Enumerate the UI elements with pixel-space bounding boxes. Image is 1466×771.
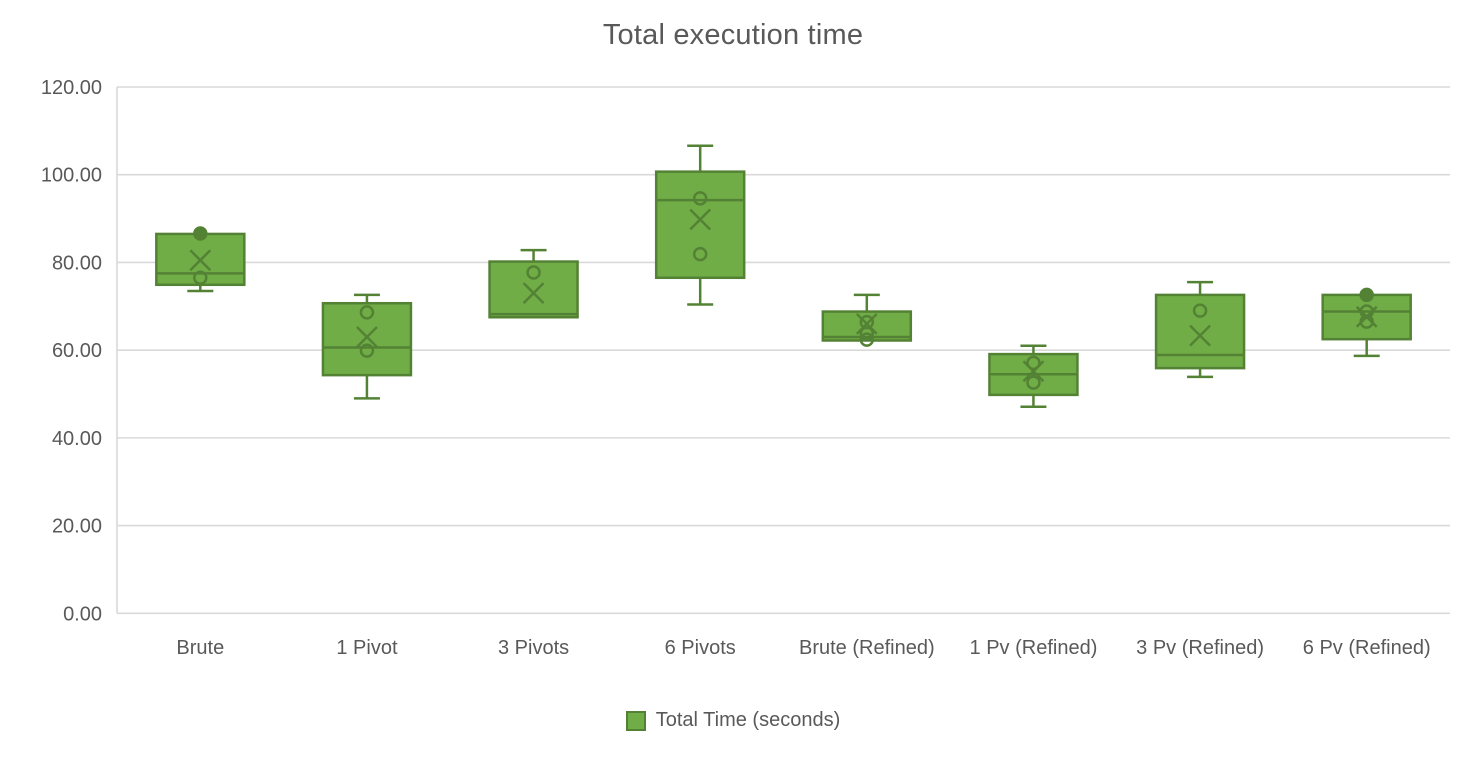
mean-marker bbox=[1189, 324, 1211, 347]
legend-color-swatch bbox=[625, 710, 646, 731]
data-point bbox=[692, 191, 708, 206]
data-point-filled bbox=[193, 226, 208, 241]
data-point bbox=[359, 343, 375, 358]
category-label: 6 Pv (Refined) bbox=[1303, 637, 1431, 659]
y-tick-label: 80.00 bbox=[52, 252, 102, 274]
y-tick-label: 120.00 bbox=[41, 77, 102, 99]
legend-label: Total Time (seconds) bbox=[655, 709, 841, 731]
box bbox=[654, 170, 746, 280]
mean-marker bbox=[356, 326, 378, 348]
y-tick-label: 20.00 bbox=[52, 516, 102, 538]
data-point bbox=[526, 265, 541, 280]
data-point bbox=[1359, 304, 1374, 319]
category-label: 1 Pv (Refined) bbox=[970, 637, 1098, 659]
data-point-filled bbox=[1359, 287, 1374, 303]
data-point bbox=[692, 246, 708, 262]
data-point bbox=[1026, 375, 1041, 390]
data-point bbox=[1192, 303, 1208, 318]
mean-marker bbox=[522, 282, 545, 305]
category-label: Brute (Refined) bbox=[799, 637, 935, 659]
data-point bbox=[193, 270, 208, 286]
category-label: 1 Pivot bbox=[336, 637, 398, 659]
mean-marker bbox=[189, 249, 212, 272]
y-tick-label: 60.00 bbox=[52, 340, 102, 362]
category-label: Brute bbox=[176, 637, 224, 659]
category-label: 3 Pv (Refined) bbox=[1136, 637, 1264, 659]
data-point bbox=[859, 326, 875, 341]
y-tick-label: 100.00 bbox=[41, 165, 102, 187]
category-label: 3 Pivots bbox=[498, 637, 569, 659]
data-point bbox=[1026, 355, 1041, 371]
y-tick-label: 40.00 bbox=[52, 428, 102, 450]
category-label: 6 Pivots bbox=[665, 637, 736, 659]
mean-marker bbox=[855, 312, 878, 335]
box bbox=[488, 260, 579, 319]
chart-title: Total execution time bbox=[602, 19, 864, 51]
data-point bbox=[1359, 314, 1374, 329]
box bbox=[321, 301, 413, 377]
legend: Total Time (seconds) bbox=[0, 709, 1466, 732]
y-tick-label: 0.00 bbox=[63, 603, 102, 625]
data-point bbox=[859, 332, 875, 347]
mean-marker bbox=[689, 208, 712, 231]
data-point bbox=[359, 305, 375, 320]
